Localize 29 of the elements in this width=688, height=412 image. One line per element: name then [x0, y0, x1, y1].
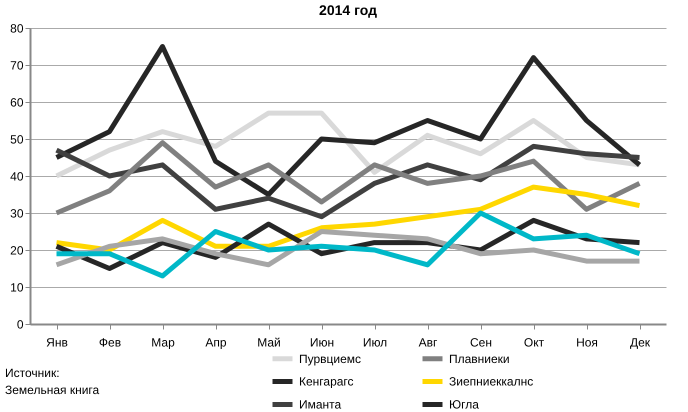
y-tick-label: 20: [10, 244, 24, 258]
x-tick-label: Фев: [98, 336, 122, 350]
y-tick-label: 30: [10, 206, 24, 220]
y-tick-label: 70: [10, 58, 24, 72]
x-tick-label: Май: [257, 336, 281, 350]
legend-label: Зиепниеккалнс: [449, 374, 534, 388]
text: Источник: Земельная книга: [5, 366, 100, 397]
x-tick-label: Авг: [418, 336, 438, 350]
x-tick-label: Янв: [46, 336, 68, 350]
legend-label: Пурвциемс: [299, 352, 362, 366]
y-tick-label: 50: [10, 132, 24, 146]
y-tick-label: 0: [16, 318, 24, 332]
legend-label: Югла: [449, 398, 480, 412]
chart-title: 2014 год: [319, 2, 378, 18]
legend-label: Плавниеки: [449, 352, 510, 366]
x-tick-label: Окт: [524, 336, 545, 350]
legend-label: Кенгарагс: [299, 374, 354, 388]
y-tick-label: 60: [10, 96, 24, 110]
y-tick-label: 10: [10, 280, 24, 294]
x-tick-label: Июл: [362, 336, 388, 350]
x-tick-label: Мар: [151, 336, 176, 350]
x-tick-label: Дек: [630, 336, 651, 350]
x-tick-label: Ноя: [576, 336, 598, 350]
y-tick-label: 80: [10, 22, 24, 36]
x-tick-label: Июн: [310, 336, 334, 350]
x-tick-label: Апр: [205, 336, 227, 350]
x-tick-label: Сен: [470, 336, 492, 350]
y-tick-label: 40: [10, 170, 24, 184]
legend-label: Иманта: [299, 398, 342, 412]
